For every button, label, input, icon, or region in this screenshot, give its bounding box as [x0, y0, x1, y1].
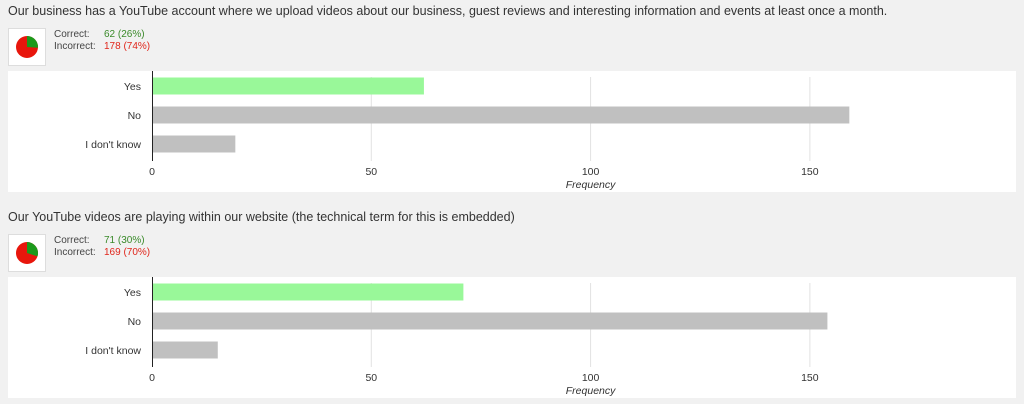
bar-chart-svg: Yes No I don't know 0 50 100 150 Frequency: [85, 71, 850, 191]
correct-label: Correct:: [54, 29, 90, 40]
question-title: Our business has a YouTube account where…: [8, 4, 888, 18]
x-axis-label: Frequency: [566, 179, 616, 191]
x-tick-label: 100: [582, 166, 600, 178]
x-tick-label: 50: [365, 166, 377, 178]
question-title: Our YouTube videos are playing within ou…: [8, 210, 515, 224]
category-label: Yes: [124, 287, 141, 299]
x-tick-label: 150: [801, 372, 819, 384]
bar-no: [153, 106, 850, 124]
score-pie-box: [8, 234, 46, 272]
incorrect-value: 178 (74%): [104, 41, 151, 52]
category-label: I don't know: [85, 139, 141, 151]
incorrect-value: 169 (70%): [104, 247, 151, 258]
bar-yes: [153, 77, 424, 95]
category-label: No: [128, 110, 142, 122]
bar-i-don-t-know: [153, 341, 218, 359]
x-tick-label: 50: [365, 372, 377, 384]
x-axis-label: Frequency: [566, 385, 616, 397]
pie-correct-slice: [27, 242, 38, 257]
category-label: I don't know: [85, 345, 141, 357]
category-label: Yes: [124, 81, 141, 93]
score-summary: Correct: 62 (26%) Incorrect: 178 (74%): [54, 29, 150, 53]
score-pie-icon: [16, 36, 39, 58]
score-pie-icon: [16, 242, 38, 264]
category-label: No: [128, 316, 142, 328]
incorrect-label: Incorrect:: [54, 247, 96, 258]
pie-correct-slice: [27, 36, 39, 48]
bar-no: [153, 312, 828, 330]
score-summary: Correct: 71 (30%) Incorrect: 169 (70%): [54, 235, 150, 259]
x-tick-label: 100: [582, 372, 600, 384]
x-tick-label: 0: [149, 166, 155, 178]
correct-value: 71 (30%): [104, 235, 145, 246]
bar-i-don-t-know: [153, 135, 236, 153]
bar-yes: [153, 283, 464, 301]
x-tick-label: 150: [801, 166, 819, 178]
correct-value: 62 (26%): [104, 29, 145, 40]
bar-chart-svg: Yes No I don't know 0 50 100 150 Frequency: [85, 277, 828, 397]
x-tick-label: 0: [149, 372, 155, 384]
frequency-chart: Yes No I don't know 0 50 100 150 Frequency: [8, 71, 1016, 192]
correct-label: Correct:: [54, 235, 90, 246]
frequency-chart: Yes No I don't know 0 50 100 150 Frequency: [8, 277, 1016, 398]
score-pie-box: [8, 28, 46, 66]
incorrect-label: Incorrect:: [54, 41, 96, 52]
